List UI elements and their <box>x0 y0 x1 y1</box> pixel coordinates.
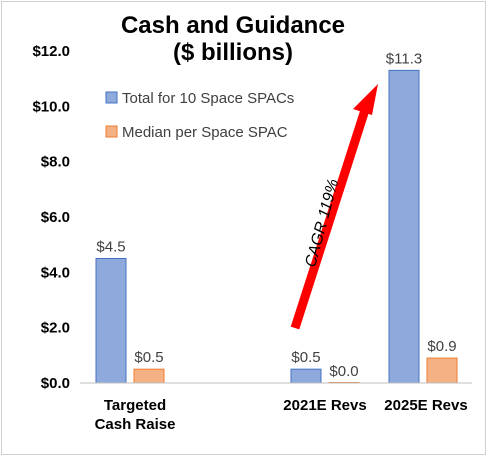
y-tick-label: $6.0 <box>41 209 70 226</box>
data-label: $0.9 <box>427 338 456 355</box>
y-tick-label: $4.0 <box>41 264 70 281</box>
chart-title: Cash and Guidance($ billions) <box>121 12 345 66</box>
legend-label: Median per Space SPAC <box>122 124 288 141</box>
x-tick-label: 2025E Revs <box>384 397 467 414</box>
bars <box>95 69 458 384</box>
chart-title-line-2: ($ billions) <box>173 39 293 66</box>
cagr-label: CAGR 119% <box>302 177 342 269</box>
data-label: $0.5 <box>134 349 163 366</box>
legend: Total for 10 Space SPACs Median per Space… <box>105 90 294 141</box>
y-tick-label: $0.0 <box>41 375 70 392</box>
bar <box>290 368 322 384</box>
y-axis: $0.0 $2.0 $4.0 $6.0 $8.0 $10.0 $12.0 <box>32 43 70 392</box>
data-label: $0.5 <box>291 349 320 366</box>
legend-label: Total for 10 Space SPACs <box>122 90 294 107</box>
bar <box>95 258 127 384</box>
bar <box>388 69 420 384</box>
data-label: $4.5 <box>96 239 125 256</box>
cagr-annotation: CAGR 119% <box>290 84 378 330</box>
data-label: $0.0 <box>329 363 358 380</box>
bar <box>133 368 165 384</box>
x-tick-label: Targeted <box>104 397 166 414</box>
data-labels: $4.5 $0.5 $11.3 $0.5 $0.0 $0.9 <box>96 50 456 380</box>
y-tick-label: $10.0 <box>32 98 70 115</box>
data-label: $11.3 <box>386 50 422 67</box>
legend-swatch <box>105 125 118 138</box>
x-axis: Targeted Cash Raise 2021E Revs 2025E Revs <box>80 382 472 433</box>
x-tick-label: 2021E Revs <box>283 397 366 414</box>
x-tick-label: Cash Raise <box>95 416 176 433</box>
y-tick-label: $8.0 <box>41 154 70 171</box>
cagr-arrow-shaft <box>290 108 370 330</box>
cagr-arrow-head <box>353 84 378 115</box>
bar <box>426 357 458 384</box>
y-tick-label: $12.0 <box>32 43 70 60</box>
chart-title-line-1: Cash and Guidance <box>121 12 345 39</box>
y-tick-label: $2.0 <box>41 320 70 337</box>
legend-swatch <box>105 91 118 104</box>
